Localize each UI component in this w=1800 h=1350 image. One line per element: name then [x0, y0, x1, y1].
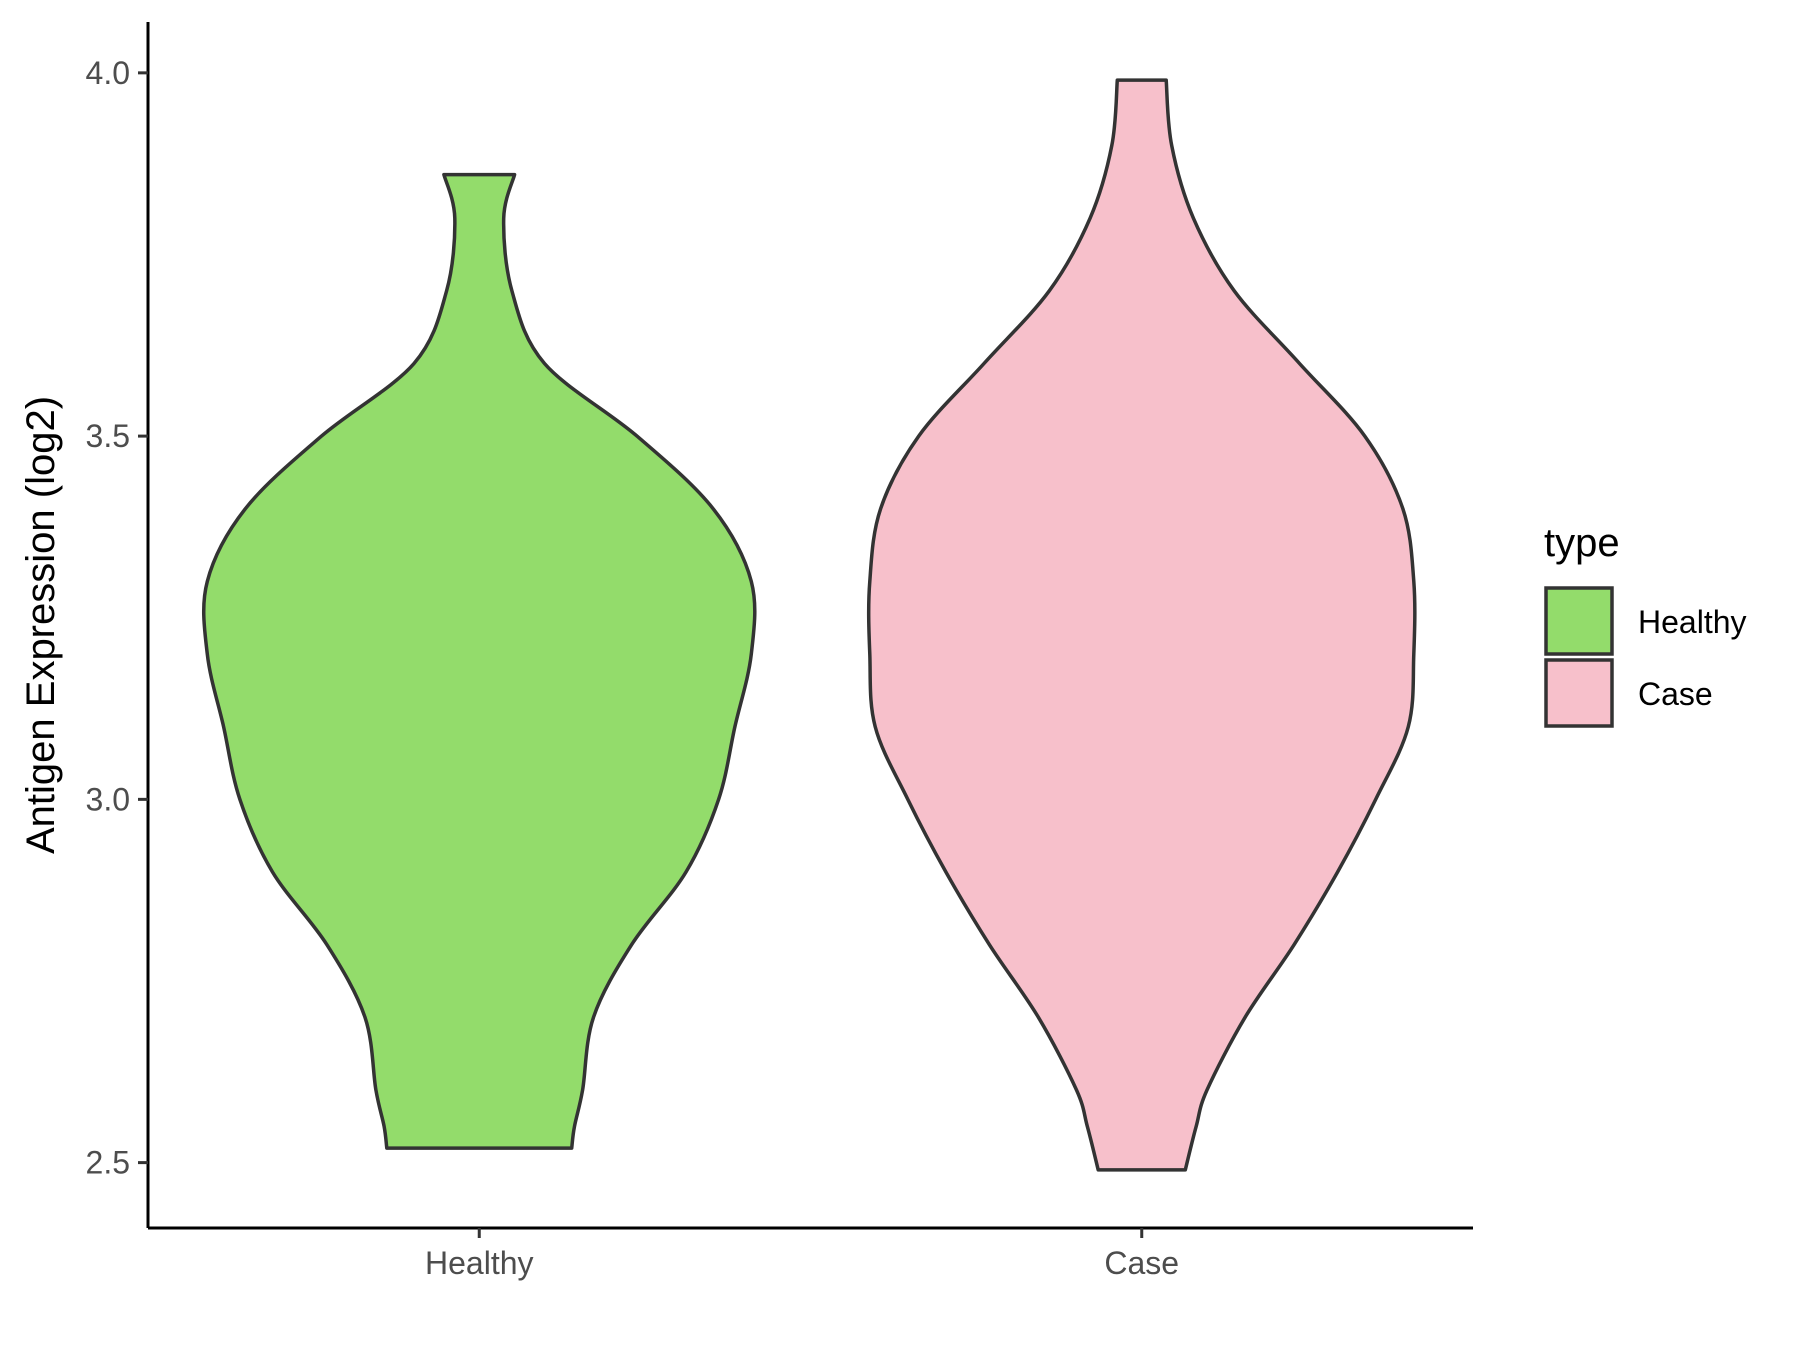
violin-layer [201, 78, 1417, 1172]
legend: type Healthy Case [1544, 521, 1747, 728]
x-tick-label: Case [1104, 1245, 1179, 1281]
axes: 2.5 3.0 3.5 4.0 Healthy Case [86, 22, 1473, 1281]
y-tick-label: 2.5 [86, 1145, 130, 1181]
violin-healthy [201, 172, 757, 1150]
y-tick-label: 4.0 [86, 55, 130, 91]
legend-swatch-healthy [1544, 586, 1614, 656]
legend-swatch-case [1544, 658, 1614, 728]
legend-label-case: Case [1638, 676, 1713, 712]
legend-title: type [1544, 521, 1620, 565]
x-tick-label: Healthy [425, 1245, 534, 1281]
y-axis-title: Antigen Expression (log2) [19, 396, 63, 854]
x-ticks: Healthy Case [425, 1228, 1179, 1281]
y-ticks: 2.5 3.0 3.5 4.0 [86, 55, 148, 1181]
legend-items: Healthy Case [1544, 586, 1747, 728]
y-tick-label: 3.0 [86, 781, 130, 817]
legend-label-healthy: Healthy [1638, 604, 1747, 640]
violin-case [866, 78, 1417, 1172]
y-tick-label: 3.5 [86, 418, 130, 454]
